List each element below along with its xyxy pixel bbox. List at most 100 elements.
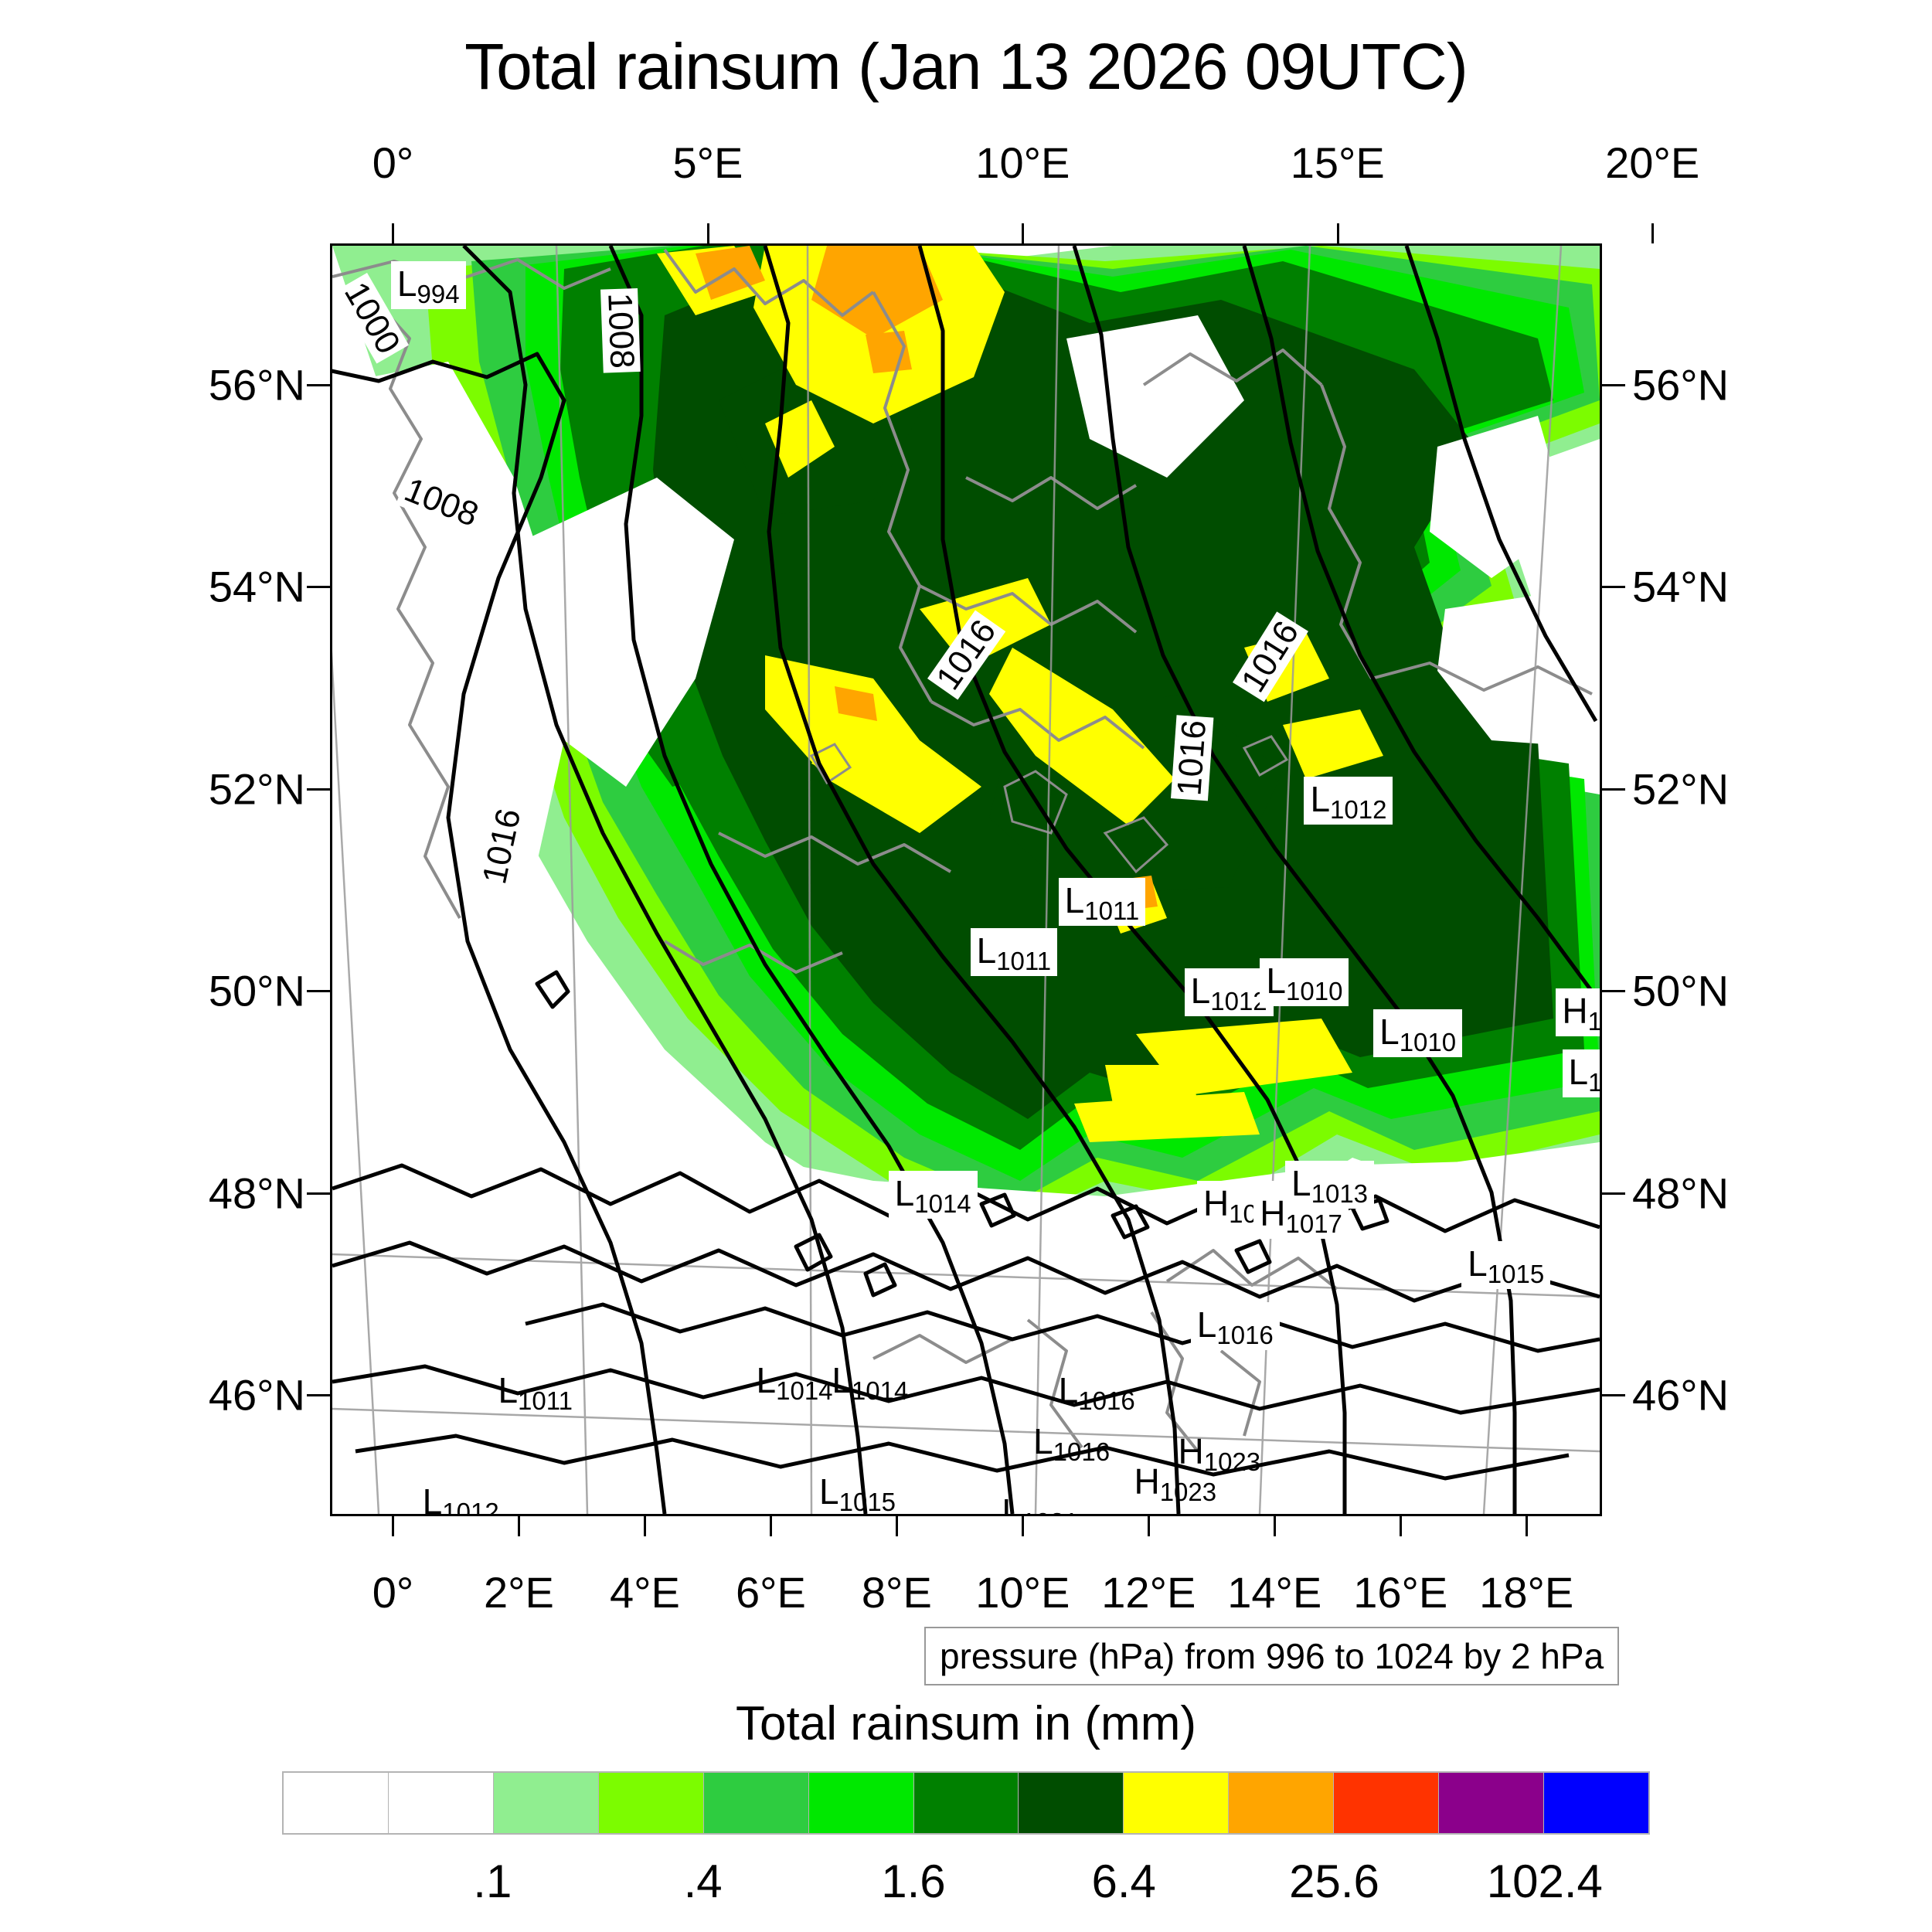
- pressure-center-l-1021: L1021: [1002, 1494, 1078, 1514]
- axis-tick: [307, 586, 330, 589]
- axis-tick: [1602, 586, 1625, 589]
- axis-tick: [307, 1192, 330, 1195]
- pressure-center-l-1013: L1013: [1285, 1160, 1375, 1209]
- right-axis-label-3: 50°N: [1632, 966, 1730, 1015]
- axis-tick: [1651, 223, 1655, 243]
- axis-tick: [307, 787, 330, 791]
- pressure-center-type: L: [1033, 1420, 1053, 1461]
- axis-tick: [1022, 1516, 1025, 1536]
- axis-tick: [392, 223, 395, 243]
- pressure-center-l-1016: L1016: [1033, 1420, 1110, 1464]
- top-axis-label-0: 0°: [372, 138, 414, 187]
- pressure-center-l-1012: L1012: [1184, 968, 1274, 1017]
- colorbar-segment-0: [284, 1773, 389, 1833]
- pressure-center-type: L: [396, 264, 417, 304]
- left-axis-label-1: 54°N: [208, 562, 305, 611]
- pressure-center-l-1011: L1011: [1058, 877, 1146, 926]
- axis-tick: [518, 1516, 521, 1536]
- bottom-axis-label-4: 8°E: [861, 1568, 932, 1617]
- pressure-center-value: 1015: [838, 1487, 896, 1514]
- colorbar-segment-8: [1124, 1773, 1230, 1833]
- pressure-center-type: L: [498, 1370, 519, 1411]
- axis-tick: [1274, 1516, 1277, 1536]
- pressure-center-value: 1023: [1203, 1447, 1261, 1476]
- pressure-center-l-1014: L1014: [888, 1170, 978, 1219]
- pressure-center-l-1015: L1015: [819, 1471, 896, 1514]
- axis-tick: [1400, 1516, 1403, 1536]
- pressure-center-type: L: [1190, 971, 1211, 1012]
- pressure-center-type: L: [1002, 1492, 1022, 1514]
- pressure-center-type: L: [1058, 1370, 1079, 1411]
- pressure-center-h-1023: H1023: [1134, 1464, 1216, 1505]
- pressure-center-value: 1011: [996, 947, 1052, 975]
- bottom-axis-label-5: 10°E: [975, 1568, 1070, 1617]
- colorbar-tick-3: 6.4: [1091, 1855, 1156, 1907]
- pressure-center-type: L: [1291, 1162, 1311, 1203]
- left-axis-label-4: 48°N: [208, 1168, 305, 1218]
- pressure-center-value: 1016: [1053, 1437, 1111, 1466]
- pressure-center-l-1010: L1010: [1562, 1049, 1600, 1097]
- right-axis-label-0: 56°N: [1632, 360, 1730, 410]
- pressure-center-type: H: [1260, 1192, 1286, 1233]
- axis-tick: [1602, 384, 1625, 386]
- pressure-center-value: 994: [417, 280, 460, 309]
- map-plot-area: L994L1012L1011L1011L1012L1010L1010H1010L…: [330, 243, 1602, 1516]
- axis-tick: [706, 223, 709, 243]
- pressure-center-type: L: [1266, 961, 1287, 1002]
- pressure-center-value: 1014: [914, 1189, 971, 1218]
- pressure-center-value: 1013: [1311, 1179, 1369, 1208]
- bottom-axis-label-9: 18°E: [1479, 1568, 1574, 1617]
- colorbar-segment-12: [1544, 1773, 1648, 1833]
- pressure-center-h-1010: H1010: [1556, 988, 1600, 1037]
- bottom-axis-label-7: 14°E: [1227, 1568, 1322, 1617]
- pressure-center-type: H: [1178, 1430, 1204, 1471]
- bottom-axis-label-6: 12°E: [1101, 1568, 1196, 1617]
- bottom-axis-label-2: 4°E: [609, 1568, 680, 1617]
- pressure-center-value: 1010: [1286, 977, 1343, 1006]
- right-axis-label-2: 52°N: [1632, 764, 1730, 814]
- colorbar-tick-2: 1.6: [881, 1855, 946, 1907]
- pressure-center-value: 1014: [776, 1376, 833, 1406]
- pressure-center-value: 1021: [1022, 1508, 1078, 1514]
- left-axis-label-5: 46°N: [208, 1370, 305, 1420]
- axis-tick: [1602, 990, 1625, 993]
- axis-tick: [1602, 1192, 1625, 1195]
- pressure-center-l-1012: L1012: [423, 1484, 499, 1514]
- rainfall-field: [332, 246, 1600, 1514]
- borders-inland: [809, 735, 1289, 874]
- pressure-center-l-1011: L1011: [970, 928, 1058, 976]
- pressure-center-l-1010: L1010: [1260, 958, 1349, 1007]
- pressure-center-type: L: [1379, 1011, 1400, 1052]
- pressure-center-type: L: [832, 1360, 852, 1401]
- pressure-legend: pressure (hPa) from 996 to 1024 by 2 hPa: [924, 1627, 1620, 1685]
- pressure-center-type: L: [819, 1471, 839, 1512]
- pressure-center-value: 1014: [851, 1376, 909, 1406]
- pressure-center-l-1012: L1012: [1304, 776, 1393, 825]
- pressure-center-l-1016: L1016: [1058, 1370, 1135, 1413]
- colorbar-segment-7: [1019, 1773, 1124, 1833]
- colorbar-tick-4: 25.6: [1289, 1855, 1379, 1907]
- pressure-center-value: 1012: [442, 1497, 499, 1514]
- axis-tick: [307, 384, 330, 386]
- pressure-center-value: 1023: [1159, 1477, 1217, 1506]
- colorbar-tick-1: .4: [683, 1855, 723, 1907]
- pressure-center-type: L: [1196, 1304, 1217, 1345]
- pressure-center-l-1014: L1014: [757, 1362, 833, 1403]
- axis-tick: [896, 1516, 899, 1536]
- pressure-center-l-994: L994: [390, 261, 466, 310]
- pressure-center-value: 1016: [1078, 1386, 1135, 1416]
- pressure-center-l-1014: L1014: [832, 1360, 908, 1403]
- axis-tick: [1022, 223, 1025, 243]
- colorbar-title: Total rainsum in (mm): [736, 1697, 1196, 1750]
- pressure-center-l-1016: L1016: [1190, 1301, 1280, 1350]
- colorbar: [282, 1771, 1650, 1835]
- colorbar-segment-9: [1229, 1773, 1335, 1833]
- axis-tick: [770, 1516, 773, 1536]
- colorbar-segment-5: [808, 1773, 914, 1833]
- pressure-center-value: 1010: [1588, 1007, 1600, 1036]
- colorbar-segment-1: [388, 1773, 494, 1833]
- colorbar-tick-5: 102.4: [1486, 1855, 1603, 1907]
- top-axis-label-4: 20°E: [1605, 138, 1700, 187]
- axis-tick: [307, 990, 330, 993]
- top-axis-label-3: 15°E: [1290, 138, 1385, 187]
